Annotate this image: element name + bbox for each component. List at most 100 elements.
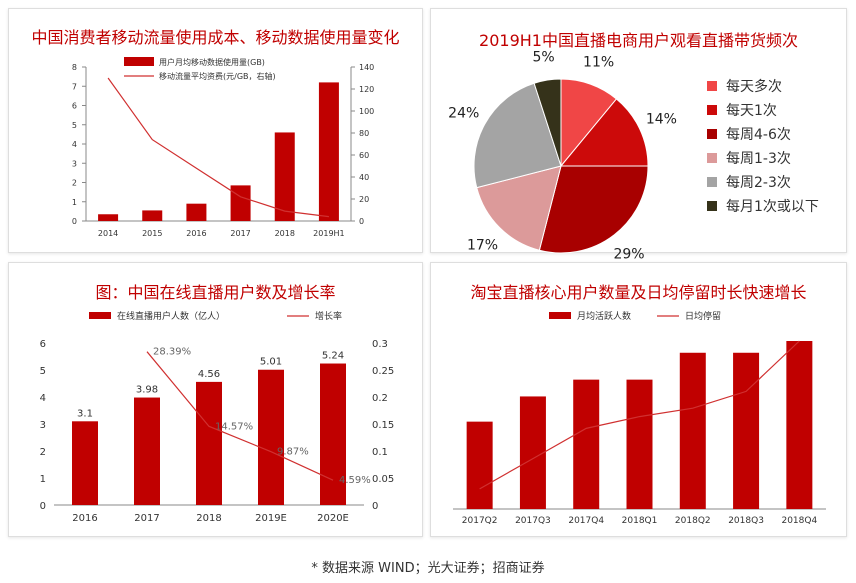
bar [573,379,600,509]
pie-slice [533,78,562,167]
y-tick-label: 4 [72,140,77,149]
chart-panel-watch-frequency: 2019H1中国直播电商用户观看直播带货频次 11% 14% 29% 17% 24% 5%… [430,8,847,263]
pie-slice [473,82,562,189]
y-tick-label: 7 [72,82,77,91]
chart-title: 图：中国在线直播用户数及增长率 [95,283,336,302]
bar [196,381,222,505]
x-tick-label: 2019E [255,513,287,524]
data-label: 4.59% [339,475,371,486]
chart-title: 中国消费者移动流量使用成本、移动数据使用量变化 [31,28,400,47]
bar [786,341,813,509]
y-tick-label: 0 [72,217,77,226]
legend-swatch-bar [549,312,571,319]
x-tick-label: 2018Q4 [781,516,817,526]
x-tick-label: 2017Q2 [462,516,498,526]
y2-tick-label: 0.15 [372,420,394,431]
y2-tick-label: 140 [359,63,374,72]
legend-swatch [707,105,717,115]
y2-tick-label: 80 [359,129,369,138]
x-tick-label: 2017Q4 [568,516,604,526]
legend-label: 用户月均移动数据使用量(GB) [159,57,265,67]
y-tick-label: 8 [72,63,77,72]
x-tick-label: 2017 [134,513,159,524]
chart-panel-data-usage: 中国消费者移动流量使用成本、移动数据使用量变化 0 1 2 3 4 5 6 7 8 0 20 40 60… [8,8,423,253]
bar [274,132,295,221]
x-tick-label: 2014 [98,229,118,238]
legend-label: 每周1-3次 [726,151,791,167]
legend-label: 移动流量平均资费(元/GB，右轴) [159,71,276,81]
legend-label: 每月1次或以下 [726,199,819,215]
bar [72,421,98,505]
x-tick-label: 2015 [142,229,162,238]
x-tick-label: 2018 [196,513,221,524]
bar [466,421,493,509]
bar [626,379,653,509]
series-line [146,351,334,481]
slice-label: 17% [467,237,498,253]
data-label: 28.39% [153,347,191,358]
legend-label: 月均活跃人数 [577,310,631,322]
legend-swatch [707,129,717,139]
y-tick-label: 3 [72,159,77,168]
legend-label: 每周2-3次 [726,175,791,191]
bar [318,82,339,222]
slice-label: 24% [448,106,479,122]
legend-swatch [707,177,717,187]
x-tick-label: 2016 [186,229,206,238]
data-label: 5.01 [260,357,282,368]
x-tick-label: 2016 [72,513,97,524]
y-tick-label: 3 [40,420,46,431]
legend-label: 增长率 [315,310,342,322]
y2-tick-label: 0.2 [372,393,388,404]
bar [320,363,346,505]
y2-tick-label: 100 [359,107,374,116]
data-label: 4.56 [198,369,220,380]
chart-panel-taobao-live: 淘宝直播核心用户数量及日均停留时长快速增长 2017Q2 2017Q3 2017Q4… [430,262,847,537]
x-tick-label: 2018Q3 [728,516,764,526]
y2-tick-label: 0.3 [372,339,388,350]
data-label: 9.87% [277,447,309,458]
slice-label: 29% [613,247,644,263]
pie-slice [538,165,649,254]
x-tick-label: 2018Q2 [675,516,711,526]
bar [519,396,546,509]
slice-label: 14% [646,112,677,128]
y-tick-label: 6 [40,339,46,350]
y2-tick-label: 0 [359,217,364,226]
data-label: 5.24 [322,351,344,362]
chart-title: 2019H1中国直播电商用户观看直播带货频次 [479,31,798,50]
legend-swatch [707,153,717,163]
y-tick-label: 6 [72,102,77,111]
chart-panel-live-users: 图：中国在线直播用户数及增长率 0 1 2 3 4 5 6 0 0.05 0.1 0.15 0.2 0.… [8,262,423,537]
legend-swatch [707,81,717,91]
chart-svg-live-users: 0 1 2 3 4 5 6 0 0.05 0.1 0.15 0.2 0.25 0.3 3.1 2016 3.98… [40,310,395,524]
series-line [107,77,329,218]
legend-label: 每天多次 [726,78,782,95]
y-tick-label: 5 [72,121,77,130]
source-note: * 数据来源 WIND；光大证券；招商证券 [311,561,545,576]
data-label: 14.57% [215,421,253,432]
bar [186,203,207,221]
pie-slice [559,98,649,167]
bar [134,397,160,505]
bar [142,210,163,221]
legend-label: 在线直播用户人数（亿人） [117,310,225,322]
series-line [479,340,800,490]
legend-label: 日均停留 [685,310,721,322]
y-tick-label: 1 [72,198,77,207]
data-label: 3.98 [136,385,158,396]
y2-tick-label: 60 [359,151,369,160]
y2-tick-label: 120 [359,85,374,94]
y-tick-label: 5 [40,366,46,377]
slice-label: 5% [533,49,555,65]
y2-tick-label: 40 [359,173,369,182]
slice-label: 11% [583,55,614,71]
bar [230,185,251,221]
x-tick-label: 2017 [230,229,250,238]
legend-label: 每周4-6次 [726,127,791,143]
bar [679,352,706,509]
y2-tick-label: 0.1 [372,447,388,458]
pie-slice [476,165,562,251]
legend-swatch-bar [89,312,111,319]
